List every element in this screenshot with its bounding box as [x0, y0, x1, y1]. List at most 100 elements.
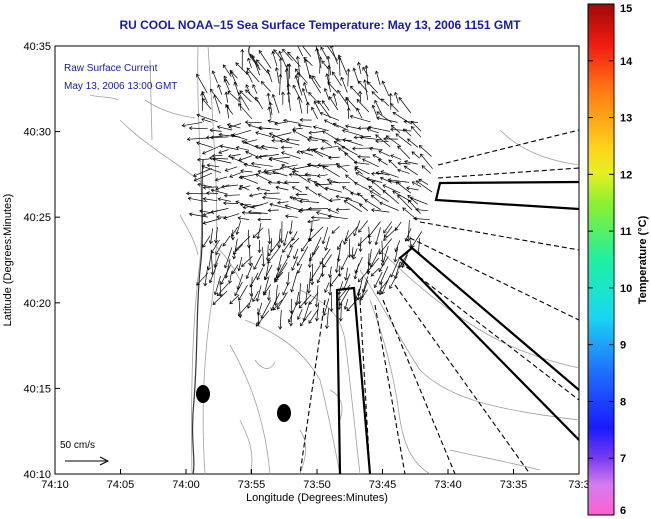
- current-vector: [354, 263, 360, 279]
- radar-beams: [335, 180, 579, 474]
- current-vector: [364, 79, 369, 101]
- current-vector-head: [291, 186, 296, 190]
- colorbar-tick-label: 6: [620, 505, 626, 517]
- current-vector: [354, 257, 363, 274]
- current-vector-head: [392, 190, 397, 195]
- current-vector-head: [258, 49, 263, 54]
- current-vector-head: [393, 258, 398, 263]
- current-vector: [239, 185, 250, 191]
- current-vector: [335, 195, 353, 200]
- current-vector: [420, 153, 433, 169]
- current-vector: [369, 190, 389, 203]
- current-vector: [344, 225, 359, 242]
- current-vector-head: [289, 195, 294, 200]
- current-vector-head: [354, 166, 359, 170]
- current-vector: [354, 285, 362, 301]
- current-vector: [360, 237, 362, 252]
- current-vector: [324, 119, 339, 128]
- current-vector: [268, 228, 271, 244]
- current-vector: [286, 69, 289, 92]
- current-vector: [238, 285, 248, 301]
- current-vector-head: [247, 57, 251, 62]
- current-vector-head: [421, 165, 426, 169]
- current-vector: [293, 248, 299, 259]
- current-vector-head: [238, 296, 242, 301]
- current-vector: [357, 234, 370, 246]
- current-vector: [210, 239, 220, 254]
- current-vector-head: [354, 269, 359, 274]
- current-vector-head: [188, 126, 193, 131]
- current-vector: [300, 310, 312, 327]
- current-vector-head: [218, 150, 223, 154]
- current-vector-head: [271, 50, 276, 55]
- current-vector-head: [203, 282, 208, 287]
- current-vector: [225, 166, 238, 172]
- current-vector: [381, 98, 390, 107]
- current-vector: [211, 254, 214, 275]
- current-vector: [374, 100, 383, 115]
- x-tick-label: 73:3: [568, 479, 589, 491]
- current-vector-head: [376, 111, 381, 116]
- current-vector: [308, 226, 324, 242]
- current-vector: [324, 88, 330, 101]
- current-vector-head: [308, 320, 313, 324]
- current-vector: [375, 134, 391, 147]
- current-vector: [394, 92, 399, 104]
- current-vector: [212, 158, 232, 164]
- current-vector-head: [267, 106, 272, 110]
- current-vector-head: [208, 156, 213, 161]
- current-vector-head: [309, 228, 314, 233]
- current-vector: [299, 200, 320, 203]
- current-vector-head: [310, 215, 315, 220]
- current-vector: [336, 163, 348, 173]
- current-vector-head: [359, 297, 364, 301]
- current-vector-head: [260, 314, 265, 319]
- current-vector-head: [337, 54, 342, 59]
- current-vector: [401, 254, 408, 268]
- current-vector: [255, 154, 268, 159]
- current-vector-head: [406, 238, 411, 242]
- current-vector-head: [390, 124, 395, 129]
- current-vector: [325, 187, 342, 193]
- current-vector: [262, 247, 265, 267]
- current-vector-head: [322, 166, 326, 170]
- current-vector: [309, 253, 312, 268]
- current-vector-head: [333, 140, 338, 145]
- current-vector: [246, 71, 253, 83]
- current-vector: [354, 182, 370, 191]
- current-vector-head: [308, 130, 312, 135]
- current-vector-head: [258, 125, 262, 130]
- current-vector-head: [286, 254, 291, 259]
- x-tick-label: 73:40: [434, 479, 462, 491]
- current-vector-head: [297, 300, 302, 305]
- current-vector-head: [248, 262, 253, 267]
- current-vector: [263, 276, 270, 295]
- current-vector-head: [225, 104, 230, 109]
- current-vector-head: [306, 290, 311, 294]
- current-vector-head: [395, 133, 400, 138]
- current-vector-head: [196, 282, 200, 286]
- current-vector-head: [216, 215, 220, 219]
- current-vector: [320, 47, 329, 60]
- current-vector: [404, 161, 418, 165]
- current-vector-head: [238, 103, 242, 107]
- current-vector-head: [318, 56, 323, 60]
- current-vector-head: [362, 158, 366, 163]
- current-vector: [325, 236, 330, 251]
- current-vector: [256, 267, 264, 280]
- current-vector: [288, 63, 291, 79]
- current-vector: [247, 294, 253, 309]
- current-vector-head: [317, 100, 322, 104]
- current-vector-head: [357, 126, 362, 131]
- current-vector: [291, 256, 299, 271]
- current-vector-head: [298, 304, 303, 309]
- current-vector: [317, 272, 323, 283]
- current-vector-head: [256, 276, 261, 281]
- current-vector-head: [352, 67, 357, 72]
- current-vector: [274, 271, 284, 283]
- current-vector: [211, 189, 228, 195]
- current-vector: [378, 150, 391, 157]
- current-vector-head: [241, 140, 246, 144]
- current-vector-head: [364, 64, 369, 69]
- current-vector-head: [378, 250, 383, 255]
